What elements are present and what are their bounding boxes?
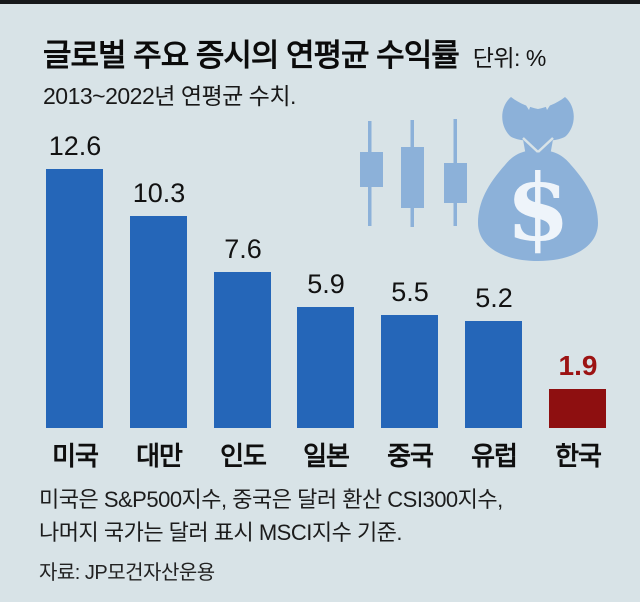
bar-value-label: 12.6 xyxy=(48,131,102,161)
top-border xyxy=(0,0,640,4)
bar xyxy=(214,272,271,428)
unit-label: 단위: % xyxy=(472,45,547,71)
footnote-line-2: 나머지 국가는 달러 표시 MSCI지수 기준. xyxy=(39,520,403,545)
bar xyxy=(130,216,187,428)
candlestick-chart-icon xyxy=(360,119,467,227)
header: 글로벌 주요 증시의 연평균 수익률 단위: % xyxy=(43,30,546,75)
bar xyxy=(46,169,103,428)
bar-category-label: 한국 xyxy=(555,441,602,471)
bar-category-label: 인도 xyxy=(220,441,267,471)
bar-value-label: 10.3 xyxy=(132,178,186,208)
bar-value-label: 1.9 xyxy=(558,350,598,381)
bar xyxy=(465,321,522,428)
bar-category-label: 미국 xyxy=(52,441,99,471)
money-bag-icon: $ xyxy=(478,96,598,262)
bar xyxy=(549,389,606,428)
footnote: 미국은 S&P500지수, 중국은 달러 환산 CSI300지수, 나머지 국가… xyxy=(39,483,503,549)
bar-value-label: 5.5 xyxy=(391,277,429,307)
bar-value-label: 7.6 xyxy=(224,234,262,264)
source-label: 자료: JP모건자산운용 xyxy=(39,562,215,584)
bar xyxy=(297,307,354,428)
page-subtitle: 2013~2022년 연평균 수치. xyxy=(43,83,296,109)
bar-category-label: 중국 xyxy=(387,441,434,471)
bar xyxy=(381,315,438,428)
bar-value-label: 5.2 xyxy=(475,283,513,313)
footnote-line-1: 미국은 S&P500지수, 중국은 달러 환산 CSI300지수, xyxy=(39,487,503,512)
bar-category-label: 일본 xyxy=(303,441,350,471)
page-title: 글로벌 주요 증시의 연평균 수익률 xyxy=(43,38,460,73)
bar-value-label: 5.9 xyxy=(307,269,345,299)
dollar-sign: $ xyxy=(506,154,570,262)
bar-category-label: 대만 xyxy=(136,441,183,471)
bar-category-label: 유럽 xyxy=(471,441,518,471)
